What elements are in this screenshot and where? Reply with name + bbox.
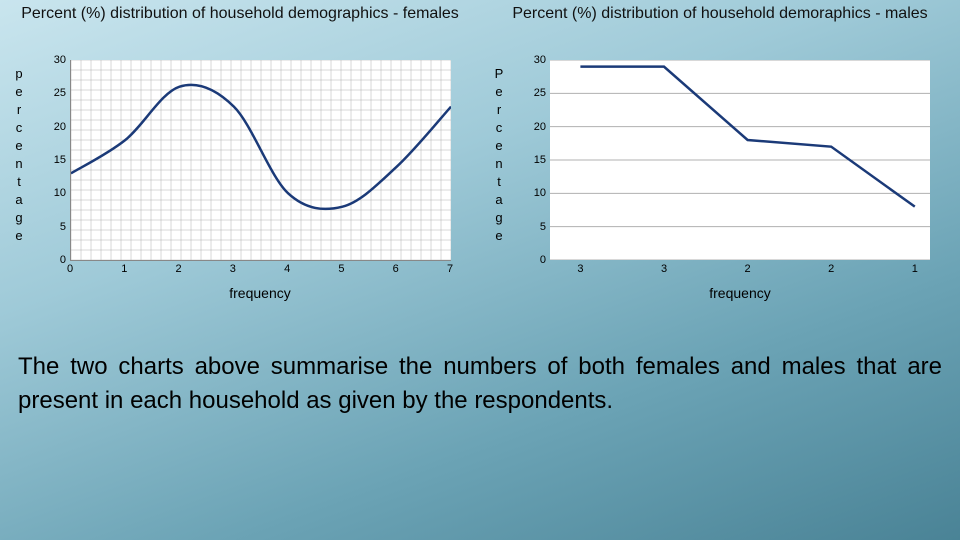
y-tick: 25 bbox=[520, 87, 546, 99]
y-tick: 20 bbox=[520, 121, 546, 133]
y-tick: 25 bbox=[40, 87, 66, 99]
left-chart-title: Percent (%) distribution of household de… bbox=[10, 5, 470, 23]
y-tick: 30 bbox=[40, 54, 66, 66]
slide-caption: The two charts above summarise the numbe… bbox=[18, 350, 942, 418]
x-tick: 3 bbox=[661, 263, 667, 275]
females-chart-panel: Percent (%) distribution of household de… bbox=[10, 5, 470, 23]
left-y-axis-label: percentage bbox=[12, 65, 26, 245]
y-tick: 15 bbox=[520, 154, 546, 166]
left-x-ticks: 0 1 2 3 4 5 6 7 bbox=[70, 263, 450, 281]
x-tick: 2 bbox=[176, 263, 182, 275]
y-tick: 5 bbox=[520, 221, 546, 233]
x-tick: 3 bbox=[577, 263, 583, 275]
right-x-axis-label: frequency bbox=[550, 285, 930, 301]
y-tick: 10 bbox=[520, 187, 546, 199]
x-tick: 4 bbox=[284, 263, 290, 275]
left-y-ticks: 051015202530 bbox=[40, 60, 66, 260]
x-tick: 0 bbox=[67, 263, 73, 275]
right-chart-svg bbox=[550, 60, 930, 260]
right-y-ticks: 051015202530 bbox=[520, 60, 546, 260]
x-tick: 1 bbox=[912, 263, 918, 275]
x-tick: 5 bbox=[338, 263, 344, 275]
y-tick: 20 bbox=[40, 121, 66, 133]
y-tick: 15 bbox=[40, 154, 66, 166]
y-tick: 5 bbox=[40, 221, 66, 233]
left-plot-area bbox=[70, 60, 451, 261]
right-chart-title: Percent (%) distribution of household de… bbox=[490, 5, 950, 23]
males-chart-panel: Percent (%) distribution of household de… bbox=[490, 5, 950, 23]
y-tick: 30 bbox=[520, 54, 546, 66]
right-x-ticks: 3 3 2 2 1 bbox=[550, 263, 930, 281]
y-tick: 10 bbox=[40, 187, 66, 199]
x-tick: 2 bbox=[745, 263, 751, 275]
y-tick: 0 bbox=[520, 254, 546, 266]
x-tick: 6 bbox=[393, 263, 399, 275]
right-plot-area bbox=[550, 60, 930, 260]
x-tick: 1 bbox=[121, 263, 127, 275]
left-chart-svg bbox=[71, 60, 451, 260]
x-tick: 3 bbox=[230, 263, 236, 275]
y-tick: 0 bbox=[40, 254, 66, 266]
x-tick: 7 bbox=[447, 263, 453, 275]
x-tick: 2 bbox=[828, 263, 834, 275]
right-y-axis-label: Percentage bbox=[492, 65, 506, 245]
left-x-axis-label: frequency bbox=[70, 285, 450, 301]
